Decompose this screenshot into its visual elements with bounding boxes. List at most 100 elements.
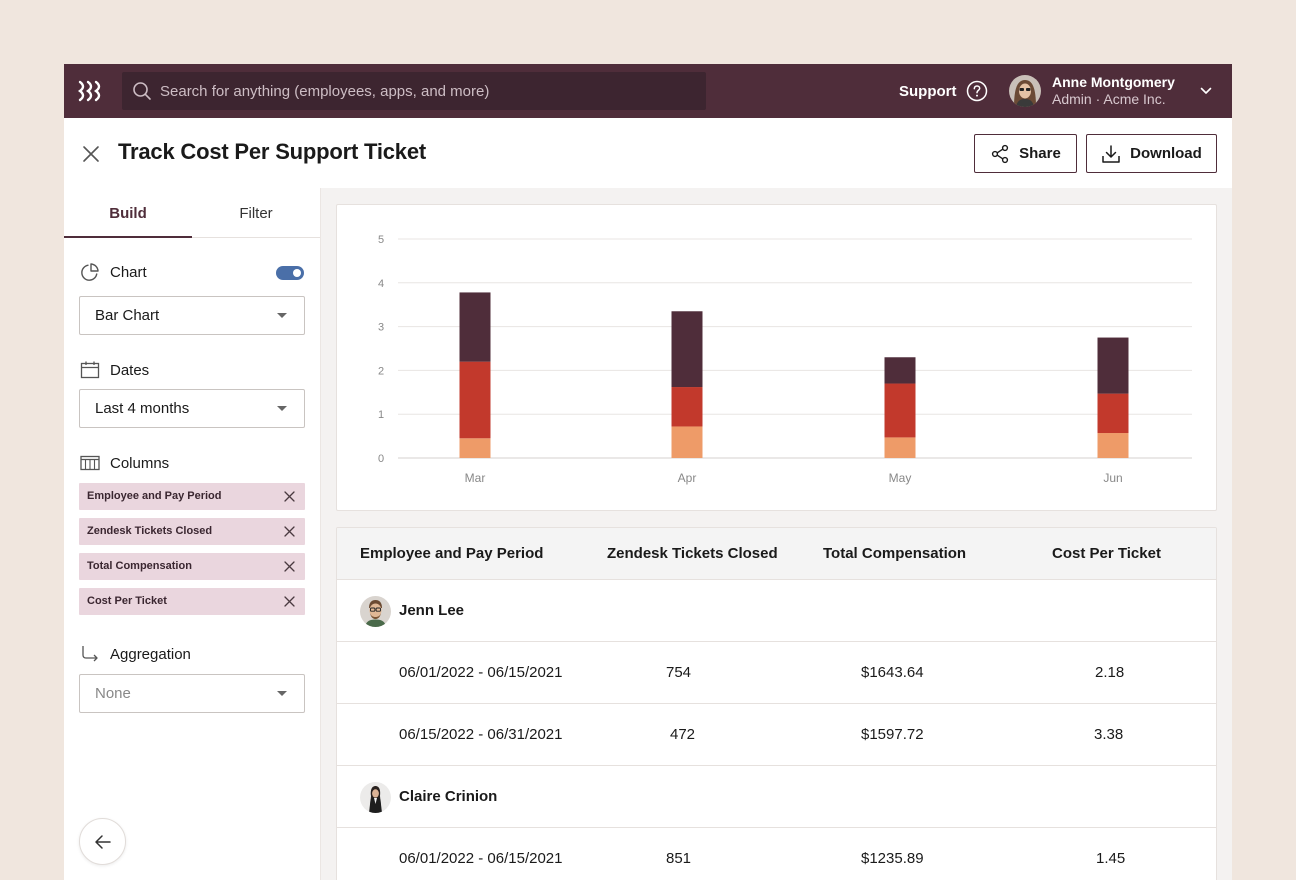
aggregation-value: None [95,685,131,702]
close-icon[interactable] [81,144,101,164]
column-chip-label: Total Compensation [87,560,192,572]
column-header[interactable]: Cost Per Ticket [1052,545,1161,562]
caret-down-icon [277,313,287,318]
avatar [360,596,391,627]
bar-segment-mar-segment-2[interactable] [459,361,491,439]
pay-period-cell: 06/01/2022 - 06/15/2021 [399,664,563,681]
y-tick-label: 2 [378,365,384,377]
aggregation-select[interactable]: None [79,674,305,713]
calendar-icon [80,361,100,379]
table-row[interactable]: 06/01/2022 - 06/15/2021 851 $1235.89 1.4… [337,828,1216,880]
compensation-cell: $1643.64 [861,664,924,681]
column-header[interactable]: Total Compensation [823,545,967,562]
bar-segment-may-segment-2[interactable] [884,383,916,438]
dates-label: Dates [110,361,150,379]
tickets-cell: 472 [670,726,696,743]
column-chip-label: Cost Per Ticket [87,595,167,607]
y-tick-label: 3 [378,322,384,334]
remove-icon[interactable] [283,595,296,608]
back-button[interactable] [79,818,126,865]
search-icon [133,82,151,100]
share-label: Share [1019,145,1061,162]
bar-chart: 0 1 2 3 4 5 Mar Apr May Jun [378,234,1192,485]
bar-segment-apr-segment-2[interactable] [671,387,703,427]
arrow-down-right-icon [82,646,98,662]
download-label: Download [1130,145,1202,162]
bar-segment-apr-segment-1[interactable] [671,426,703,458]
dates-section-label: Dates [80,360,149,380]
download-icon [1102,144,1120,163]
search-input[interactable] [160,72,690,110]
support-link[interactable]: Support [899,80,988,102]
caret-down-icon [277,691,287,696]
build-panel: Build Filter Chart Bar Chart Dates [64,188,321,880]
y-tick-label: 5 [378,234,384,246]
dates-select[interactable]: Last 4 months [79,389,305,428]
tab-build[interactable]: Build [64,188,192,238]
tickets-cell: 851 [666,850,692,867]
avatar [360,782,391,813]
table-columns-icon [80,455,100,471]
x-tick-label: Jun [1103,471,1122,485]
column-header[interactable]: Employee and Pay Period [360,545,544,562]
chart-label: Chart [110,263,147,281]
column-header[interactable]: Zendesk Tickets Closed [607,545,778,562]
dates-value: Last 4 months [95,400,190,417]
table-row[interactable]: 06/15/2022 - 06/31/2021 472 $1597.72 3.3… [337,704,1216,766]
bar-segment-jun-segment-1[interactable] [1097,433,1129,458]
user-menu[interactable]: Anne Montgomery Admin · Acme Inc. [1009,74,1175,107]
bar-segment-apr-segment-3[interactable] [671,311,703,388]
panel-tabs: Build Filter [64,188,320,238]
bar-segment-jun-segment-2[interactable] [1097,393,1129,434]
app-window: Support Anne Montgomery Admi [64,64,1232,880]
bar-segment-may-segment-1[interactable] [884,437,916,458]
chart-toggle[interactable] [276,266,304,280]
aggregation-label: Aggregation [110,645,191,663]
user-name: Anne Montgomery [1052,74,1175,90]
help-circle-icon [966,80,987,102]
chart-card: 0 1 2 3 4 5 Mar Apr May Jun [336,204,1217,511]
bar-segment-jun-segment-3[interactable] [1097,337,1129,394]
group-row[interactable]: Claire Crinion [337,766,1216,828]
tickets-cell: 754 [666,664,692,681]
columns-section-label: Columns [80,453,169,473]
group-row[interactable]: Jenn Lee [337,580,1216,642]
employee-name: Jenn Lee [399,602,465,619]
arrow-left-icon [94,834,111,849]
share-button[interactable]: Share [974,134,1077,173]
bar-segment-may-segment-3[interactable] [884,357,916,384]
chevron-down-icon[interactable] [1199,84,1213,98]
page-title: Track Cost Per Support Ticket [118,139,427,164]
pie-chart-icon [81,263,99,281]
aggregation-section-label: Aggregation [80,644,191,664]
x-tick-label: Mar [465,471,486,485]
column-chip-label: Zendesk Tickets Closed [87,525,213,537]
chart-section-label: Chart [80,262,147,282]
chart-type-select[interactable]: Bar Chart [79,296,305,335]
caret-down-icon [277,406,287,411]
pay-period-cell: 06/15/2022 - 06/31/2021 [399,726,563,743]
chart-type-value: Bar Chart [95,307,160,324]
compensation-cell: $1597.72 [861,726,924,743]
tab-filter[interactable]: Filter [239,205,273,222]
employee-name: Claire Crinion [399,788,498,805]
table-header: Employee and Pay Period Zendesk Tickets … [337,528,1216,580]
results-table: Employee and Pay Period Zendesk Tickets … [336,527,1217,880]
remove-icon[interactable] [283,525,296,538]
share-icon [992,144,1009,163]
search-bar[interactable] [122,72,706,110]
remove-icon[interactable] [283,560,296,573]
y-tick-label: 1 [378,409,384,421]
compensation-cell: $1235.89 [861,850,924,867]
download-button[interactable]: Download [1086,134,1217,173]
pay-period-cell: 06/01/2022 - 06/15/2021 [399,850,563,867]
remove-icon[interactable] [283,490,296,503]
cost-per-ticket-cell: 3.38 [1094,726,1124,743]
bar-segment-mar-segment-3[interactable] [459,292,491,362]
avatar [1009,75,1041,107]
table-row[interactable]: 06/01/2022 - 06/15/2021 754 $1643.64 2.1… [337,642,1216,704]
bar-segment-mar-segment-1[interactable] [459,438,491,458]
column-chip: Cost Per Ticket [79,588,305,615]
rippling-logo-icon[interactable] [78,79,104,103]
column-chip: Employee and Pay Period [79,483,305,510]
